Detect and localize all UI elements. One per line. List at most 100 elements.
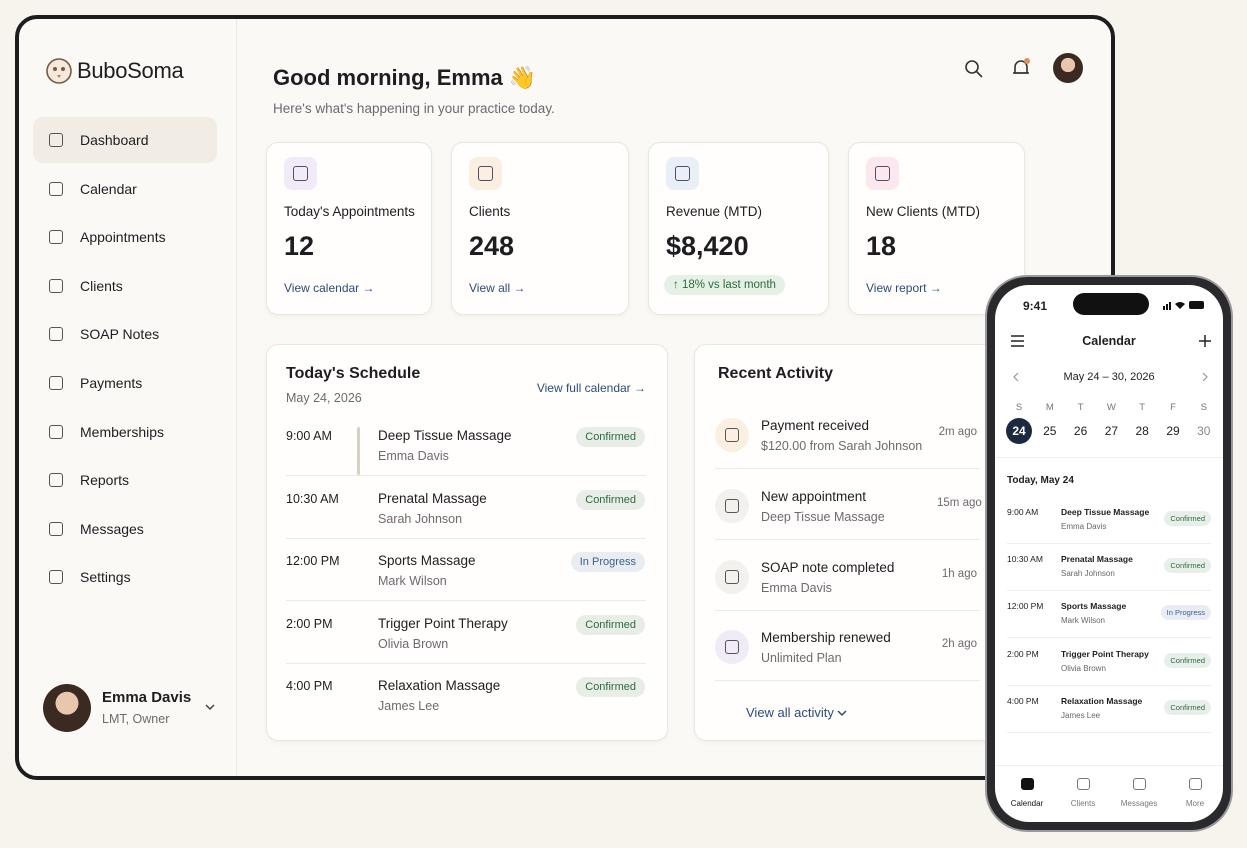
- activity-icon: [715, 488, 749, 523]
- nav-item[interactable]: Settings: [33, 554, 217, 600]
- nav-item[interactable]: Clients: [33, 263, 217, 309]
- activity-time: 2h ago: [941, 638, 977, 651]
- activity-time: 15m ago: [937, 496, 982, 509]
- nav-item[interactable]: Payments: [33, 360, 217, 406]
- time: 10:30 AM: [1007, 554, 1043, 565]
- stat-link[interactable]: View report →: [866, 281, 942, 295]
- range: May 24 – 30, 2026: [1063, 371, 1155, 383]
- divider: [286, 475, 646, 476]
- date[interactable]: 29: [1166, 424, 1180, 438]
- nav-item[interactable]: Messages: [33, 506, 217, 552]
- date[interactable]: 24: [1006, 418, 1032, 444]
- client: Mark Wilson: [378, 574, 447, 588]
- tab-icon[interactable]: [1021, 778, 1034, 790]
- tab-label[interactable]: Messages: [1120, 799, 1158, 808]
- nav-icon: [49, 521, 63, 536]
- nav-icon: [49, 278, 63, 293]
- tab-icon[interactable]: [1133, 778, 1146, 790]
- tab-label[interactable]: More: [1185, 799, 1205, 808]
- prev[interactable]: [1012, 372, 1020, 382]
- status-badge: In Progress: [570, 552, 645, 572]
- activity-link[interactable]: View all activity: [746, 705, 834, 720]
- weekday: S: [1015, 402, 1023, 413]
- tab-label[interactable]: Calendar: [1010, 799, 1044, 808]
- service: Prenatal Massage: [378, 490, 487, 506]
- next[interactable]: [1201, 372, 1209, 382]
- top-avatar[interactable]: [1053, 53, 1083, 83]
- service: Deep Tissue Massage: [378, 428, 512, 443]
- schedule-link[interactable]: View full calendar →: [536, 381, 646, 395]
- date[interactable]: 30: [1197, 424, 1211, 438]
- nav-item[interactable]: Reports: [33, 457, 217, 503]
- nav-item[interactable]: Dashboard: [33, 117, 217, 163]
- activity-detail: Unlimited Plan: [761, 651, 842, 666]
- activity-title: Payment received: [761, 418, 870, 433]
- stat-badge: ↑ 18% vs last month: [664, 275, 785, 295]
- search-icon[interactable]: [964, 59, 984, 79]
- status-badge: Confirmed: [1164, 699, 1211, 715]
- nav-icon: [49, 327, 63, 342]
- status-badge: Confirmed: [1164, 558, 1211, 574]
- date[interactable]: 26: [1073, 424, 1088, 438]
- stat-label: Today's Appointments: [284, 204, 415, 219]
- nav-item[interactable]: Appointments: [33, 214, 217, 260]
- logo: [46, 58, 72, 84]
- nav-icon: [49, 133, 63, 147]
- status-badge: Confirmed: [576, 427, 645, 447]
- nav-item[interactable]: Calendar: [33, 166, 217, 212]
- divider: [1007, 731, 1211, 733]
- subtitle: Here's what's happening in your practice…: [273, 101, 555, 116]
- service: Relaxation Massage: [1061, 695, 1143, 706]
- date[interactable]: 28: [1135, 424, 1149, 438]
- weekday: S: [1200, 402, 1207, 413]
- divider: [1007, 590, 1211, 592]
- nav-item[interactable]: SOAP Notes: [33, 311, 217, 357]
- weekday: T: [1077, 402, 1084, 413]
- time: 9:00 AM: [1007, 507, 1039, 517]
- service: Sports Massage: [1061, 601, 1127, 612]
- nav-icon: [49, 181, 63, 196]
- bell-icon[interactable]: [1010, 57, 1032, 79]
- nav-label: Memberships: [80, 423, 165, 440]
- divider: [715, 538, 980, 540]
- avatar[interactable]: [43, 684, 91, 732]
- stat-label: Clients: [469, 204, 511, 219]
- glyph: [725, 498, 739, 513]
- nav-label: Dashboard: [80, 132, 149, 148]
- phone-title: Calendar: [1082, 334, 1136, 348]
- stat-icon: [666, 157, 699, 190]
- nav-item[interactable]: Memberships: [33, 409, 217, 455]
- client: Emma Davis: [378, 449, 449, 463]
- client: Emma Davis: [1061, 522, 1107, 531]
- divider: [286, 662, 646, 664]
- tab-icon[interactable]: [1189, 778, 1202, 790]
- nav-icon: [49, 230, 63, 245]
- divider: [715, 680, 980, 682]
- stat-link[interactable]: View all →: [469, 281, 526, 295]
- menu-icon[interactable]: [1011, 335, 1025, 347]
- tab-label[interactable]: Clients: [1070, 799, 1096, 808]
- activity-title: Membership renewed: [761, 630, 891, 646]
- activity-title: SOAP note completed: [761, 559, 895, 575]
- chevron: [837, 710, 847, 717]
- stat-value: $8,420: [666, 231, 749, 261]
- service: Trigger Point Therapy: [378, 615, 508, 631]
- service: Deep Tissue Massage: [1061, 507, 1150, 517]
- chevron[interactable]: [205, 702, 215, 712]
- weekday: M: [1045, 402, 1054, 413]
- stat-link[interactable]: View calendar →: [284, 281, 375, 295]
- schedule-title: Today's Schedule: [286, 365, 421, 382]
- nav-label: Reports: [80, 472, 130, 489]
- status-icons: [1163, 301, 1204, 310]
- tab-icon[interactable]: [1077, 778, 1090, 790]
- stat-icon: [284, 157, 317, 190]
- nav-label: Messages: [80, 520, 144, 537]
- divider: [1007, 543, 1211, 544]
- add-icon[interactable]: [1199, 335, 1211, 347]
- glyph: [675, 166, 690, 181]
- date[interactable]: 25: [1043, 424, 1057, 438]
- stat-icon: [866, 157, 899, 190]
- date[interactable]: 27: [1104, 424, 1119, 438]
- stat-icon: [469, 157, 502, 190]
